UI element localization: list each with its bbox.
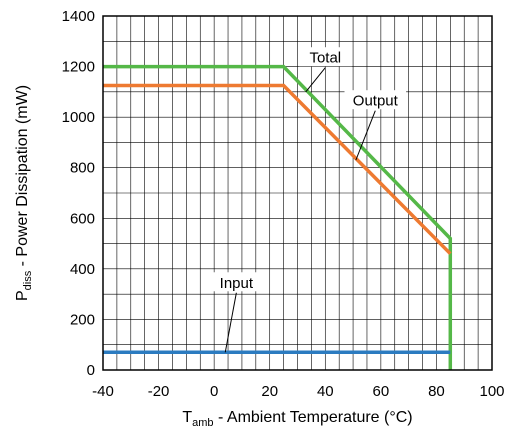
annotation-leader-output: [355, 110, 376, 161]
annotation-leader-input: [224, 292, 237, 353]
x-tick-label: 40: [317, 383, 334, 400]
annotations: Total Output Input: [209, 47, 407, 353]
annotation-leader-total: [305, 67, 326, 93]
y-tick-label: 400: [70, 261, 95, 278]
y-tick-label: 1000: [62, 109, 95, 126]
x-tick-label: 100: [479, 383, 504, 400]
y-axis-title: Pdiss - Power Dissipation (mW): [14, 85, 34, 301]
x-axis-title-rest: - Ambient Temperature (°C): [214, 409, 413, 426]
x-tick-label: 60: [373, 383, 390, 400]
series-lines: [103, 64, 453, 370]
annotation-label-input: Input: [220, 275, 254, 292]
annotation-label-output: Output: [353, 93, 399, 110]
plot-area-frame: [102, 15, 493, 371]
y-tick-label: 1400: [62, 8, 95, 25]
y-tick-label: 600: [70, 210, 95, 227]
annotation-box-input: [209, 272, 263, 292]
x-tick-label: 80: [428, 383, 445, 400]
annotation-box-output: [344, 90, 407, 110]
y-axis-title-main: P: [14, 290, 31, 301]
y-tick-label: 1200: [62, 59, 95, 76]
grid-lines: [103, 16, 492, 370]
x-axis-title-sub: amb: [192, 417, 213, 429]
series-line-output: [103, 83, 452, 255]
annotation-label-total: Total: [309, 50, 341, 67]
x-tick-label: 20: [261, 383, 278, 400]
series-line-total: [103, 64, 453, 370]
x-axis-title: Tamb - Ambient Temperature (°C): [182, 409, 412, 429]
y-axis-ticks: 0 200 400 600 800 1000 1200 1400: [62, 8, 95, 379]
y-tick-label: 200: [70, 311, 95, 328]
x-axis-title-main: T: [182, 409, 192, 426]
x-tick-label: -20: [148, 383, 170, 400]
annotation-box-total: [298, 47, 352, 67]
y-tick-label: 0: [87, 362, 95, 379]
x-tick-label: 0: [210, 383, 218, 400]
y-tick-label: 800: [70, 160, 95, 177]
x-tick-label: -40: [92, 383, 114, 400]
y-axis-title-rest: - Power Dissipation (mW): [14, 85, 31, 271]
x-axis-ticks: -40 -20 0 20 40 60 80 100: [92, 383, 504, 400]
y-axis-title-sub: diss: [22, 270, 34, 290]
